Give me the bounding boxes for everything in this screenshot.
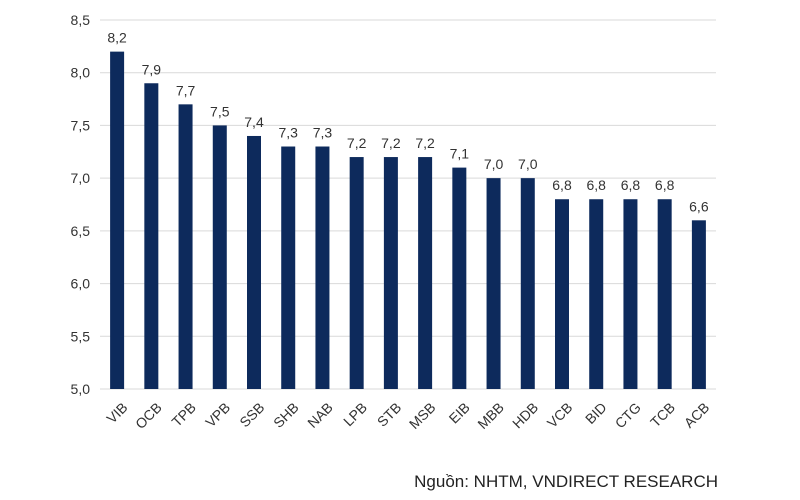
data-label: 6,8 [655,177,675,193]
x-tick-label: BID [582,399,610,427]
bar [623,199,638,389]
bar [520,178,535,389]
y-tick-label: 6,5 [71,223,91,239]
y-tick-label: 7,0 [71,170,91,186]
bar [212,125,227,389]
data-label: 7,2 [381,135,401,151]
bar [657,199,672,389]
data-label: 7,2 [347,135,367,151]
y-tick-label: 5,5 [71,328,91,344]
data-label: 6,6 [689,198,709,214]
data-label: 6,8 [586,177,606,193]
y-tick-label: 8,5 [71,12,91,28]
x-tick-label: SSB [236,399,267,430]
bar [691,220,706,389]
data-label: 7,0 [518,156,538,172]
data-label: 6,8 [621,177,641,193]
bar [349,157,364,389]
x-tick-label: HDB [509,399,541,431]
x-tick-label: CTG [612,399,644,431]
bar [144,83,159,389]
x-tick-label: VPB [202,399,233,430]
data-label: 7,9 [142,61,162,77]
bar [315,146,330,389]
x-tick-label: MBB [474,399,507,432]
y-tick-label: 5,0 [71,381,91,397]
data-label: 7,3 [313,125,333,141]
bar [589,199,604,389]
x-tick-label: MSB [406,399,439,432]
bar [383,157,398,389]
y-tick-label: 6,0 [71,276,91,292]
data-label: 6,8 [552,177,572,193]
bar [486,178,501,389]
bar [247,135,261,389]
x-tick-label: EIB [446,399,473,426]
data-label: 7,7 [176,82,196,98]
x-tick-label: ACB [681,399,713,431]
x-tick-label: VCB [544,399,576,431]
source-note: Nguồn: NHTM, VNDIRECT RESEARCH [414,472,718,491]
bar [452,167,467,389]
data-label: 7,3 [278,125,298,141]
data-label: 7,2 [415,135,435,151]
y-tick-label: 7,5 [71,117,91,133]
bar [281,146,296,389]
x-tick-label: STB [374,399,405,430]
x-tick-label: OCB [132,399,165,432]
data-label: 7,1 [450,146,470,162]
y-tick-label: 8,0 [71,65,91,81]
bar [418,157,433,389]
x-tick-label: LPB [340,399,370,429]
data-label: 7,5 [210,103,230,119]
x-tick-label: NAB [304,399,336,431]
x-tick-label: VIB [103,399,130,426]
data-label: 7,0 [484,156,504,172]
data-label: 7,4 [244,114,264,130]
x-tick-label: TPB [168,399,199,430]
x-tick-label: SHB [270,399,302,431]
x-tick-label: TCB [647,399,678,430]
data-label: 8,2 [107,30,127,46]
bar [110,51,125,389]
bar [178,104,193,389]
bar [555,199,569,389]
